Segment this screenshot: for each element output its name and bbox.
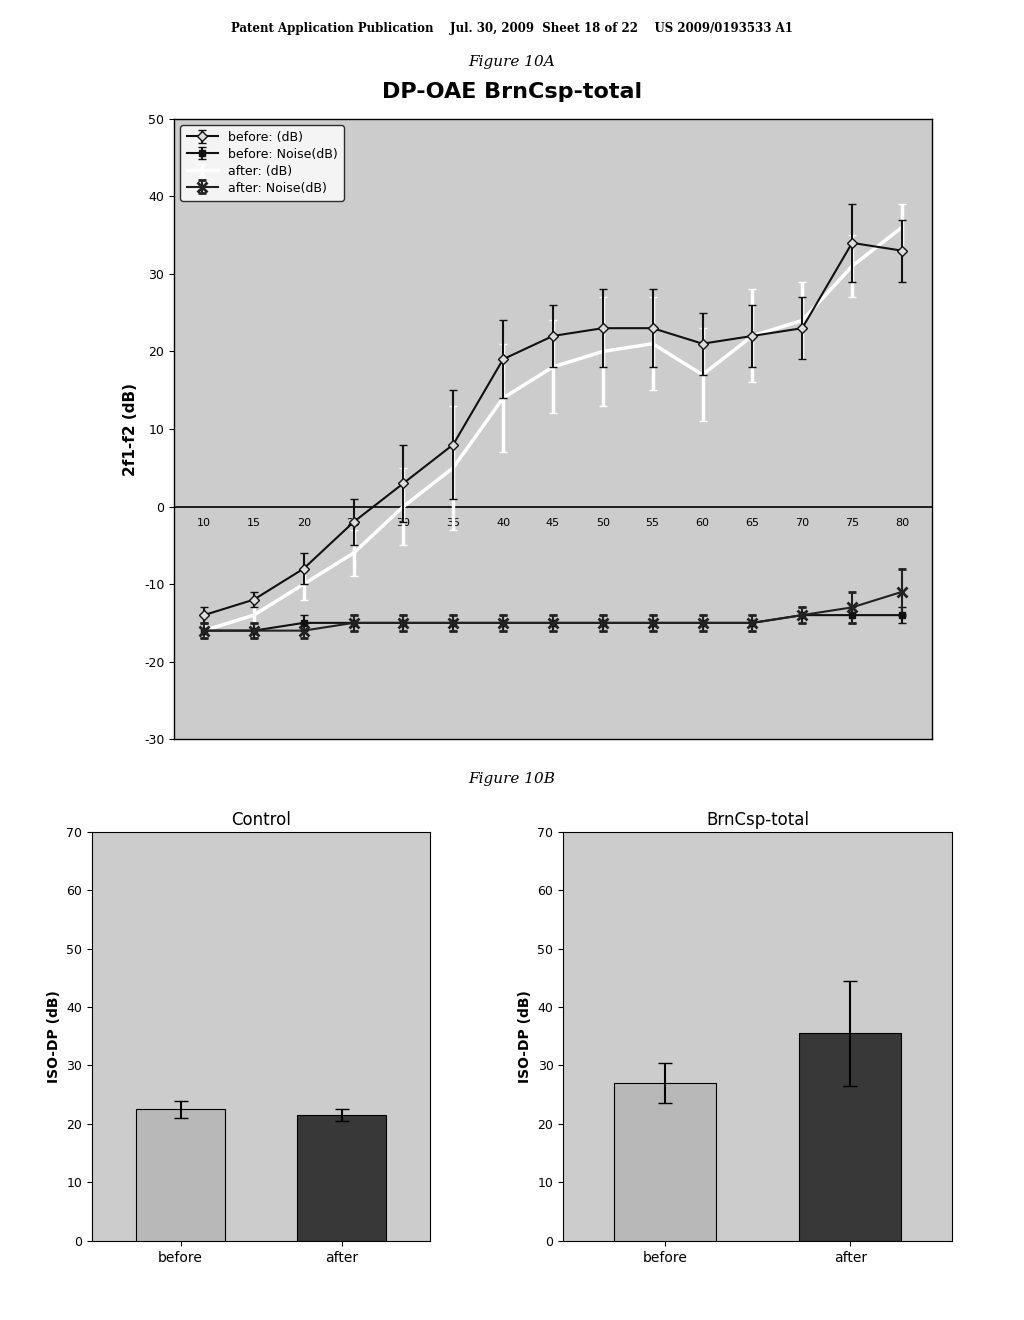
Title: BrnCsp-total: BrnCsp-total (707, 810, 809, 829)
Text: 40: 40 (496, 519, 510, 528)
Text: 80: 80 (895, 519, 909, 528)
Bar (800, 1034, 901, 1241)
Y-axis label: ISO-DP (dB): ISO-DP (dB) (47, 990, 60, 1082)
Title: Control: Control (231, 810, 291, 829)
Y-axis label: 2f1-f2 (dB): 2f1-f2 (dB) (124, 383, 138, 475)
Text: 35: 35 (446, 519, 460, 528)
Text: 25: 25 (346, 519, 360, 528)
Text: 45: 45 (546, 519, 560, 528)
Text: Figure 10A: Figure 10A (469, 55, 555, 70)
Text: 10: 10 (197, 519, 211, 528)
Text: 55: 55 (646, 519, 659, 528)
Text: Figure 10B: Figure 10B (469, 772, 555, 787)
Text: DP-OAE BrnCsp-total: DP-OAE BrnCsp-total (382, 82, 642, 102)
Text: 75: 75 (845, 519, 859, 528)
Legend: before: (dB), before: Noise(dB), after: (dB), after: Noise(dB): before: (dB), before: Noise(dB), after: … (180, 125, 344, 201)
Text: 65: 65 (745, 519, 760, 528)
Text: 30: 30 (396, 519, 411, 528)
Text: 60: 60 (695, 519, 710, 528)
Text: 50: 50 (596, 519, 610, 528)
Text: 15: 15 (247, 519, 261, 528)
Bar (136, 1109, 225, 1241)
Text: 20: 20 (297, 519, 310, 528)
Bar (297, 1115, 386, 1241)
Text: Patent Application Publication    Jul. 30, 2009  Sheet 18 of 22    US 2009/01935: Patent Application Publication Jul. 30, … (231, 22, 793, 36)
Bar (614, 1082, 716, 1241)
Text: 70: 70 (796, 519, 809, 528)
Y-axis label: ISO-DP (dB): ISO-DP (dB) (518, 990, 531, 1082)
